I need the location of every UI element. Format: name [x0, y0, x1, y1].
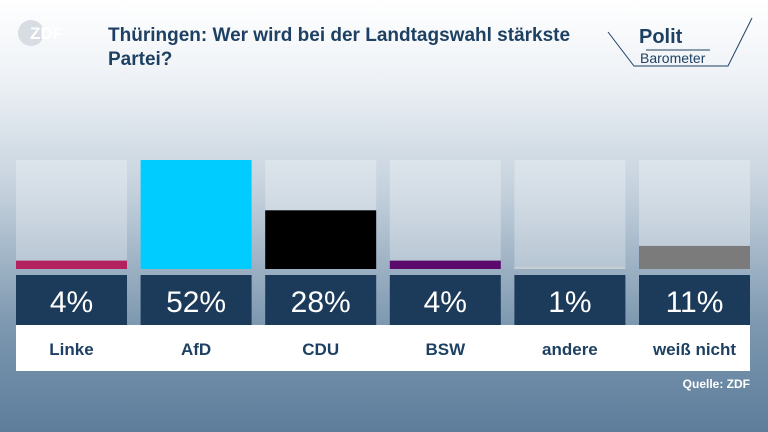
- value-box-1: [140, 275, 252, 325]
- page-title: Thüringen: Wer wird bei der Landtagswahl…: [108, 25, 571, 70]
- zdf-logo-text: ZDF: [30, 24, 63, 43]
- data-label-2: 28%: [291, 286, 351, 319]
- data-label-0: 4%: [50, 286, 93, 319]
- bar-background-4: [514, 160, 626, 269]
- category-label-5: weiß nicht: [652, 340, 736, 359]
- data-label-5: 11%: [666, 286, 724, 319]
- brand-polit: Polit: [639, 26, 683, 48]
- data-label-4: 1%: [548, 286, 591, 319]
- category-label-0: Linke: [49, 340, 93, 359]
- value-box-3: [389, 275, 501, 325]
- bar-2: [265, 210, 377, 269]
- source-note: Quelle: ZDF: [682, 377, 750, 391]
- bar-background-0: [16, 160, 127, 269]
- zdf-logo: ZDF: [16, 18, 88, 48]
- bar-0: [16, 260, 127, 269]
- value-box-2: [265, 275, 377, 325]
- category-label-band: [16, 325, 750, 371]
- brand-barometer: Barometer: [640, 50, 706, 66]
- bar-5: [639, 245, 750, 269]
- bar-1: [140, 160, 252, 269]
- bar-background-3: [389, 160, 501, 269]
- bar-3: [389, 260, 501, 269]
- politbarometer-lines: [607, 17, 753, 67]
- category-label-1: AfD: [181, 340, 211, 359]
- data-label-3: 4%: [424, 286, 467, 319]
- politbarometer-logo: Polit Barometer: [606, 14, 756, 80]
- value-box-0: [16, 275, 127, 325]
- zdf-logo-mark: ZDF: [18, 20, 63, 46]
- data-label-1: 52%: [166, 286, 226, 319]
- category-label-3: BSW: [425, 340, 466, 359]
- value-box-4: [514, 275, 626, 325]
- category-label-4: andere: [542, 340, 598, 359]
- value-box-5: [639, 275, 750, 325]
- category-label-2: CDU: [302, 340, 339, 359]
- bar-4: [514, 266, 626, 269]
